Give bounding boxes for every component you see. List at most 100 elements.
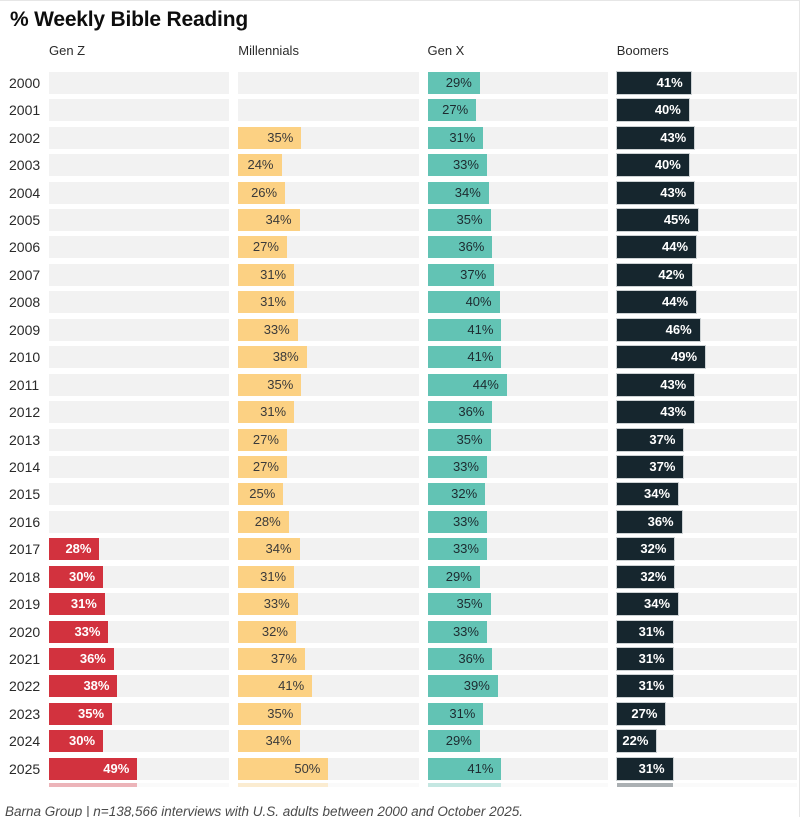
bar-value-label: 40% xyxy=(654,157,681,173)
bar: 45% xyxy=(616,209,698,232)
bar-value-label: 34% xyxy=(454,184,481,200)
bar-track: 33% xyxy=(238,318,419,341)
column-header-gen-x: Gen X xyxy=(427,43,465,59)
bar: 43% xyxy=(616,126,695,149)
column-headers: Gen Z Millennials Gen X Boomers xyxy=(0,43,799,59)
bar: 36% xyxy=(49,648,114,671)
bar-value-label: 31% xyxy=(638,623,665,639)
bar-track: 33% xyxy=(238,593,419,616)
bar: 31% xyxy=(238,291,295,314)
bar-track: 31% xyxy=(427,702,608,725)
bar: 43% xyxy=(616,181,695,204)
bar-track: 31% xyxy=(238,263,419,286)
bar: 37% xyxy=(616,428,684,451)
bar-track: 34% xyxy=(427,181,608,204)
bar: 35% xyxy=(238,702,302,725)
bar: 46% xyxy=(616,318,700,341)
bar-value-label: 34% xyxy=(644,596,671,612)
chart-row: 2000 29% 41% xyxy=(0,69,799,96)
bar: 29% xyxy=(427,730,480,753)
bar-track xyxy=(49,236,230,259)
bar: 40% xyxy=(616,154,689,177)
bar: 31% xyxy=(238,401,295,424)
bar-track: 41% xyxy=(238,675,419,698)
bar-track xyxy=(49,263,230,286)
bar-value-label: 37% xyxy=(649,431,676,447)
bar-value-label: 37% xyxy=(460,266,487,282)
bar: 33% xyxy=(427,538,487,561)
bar-track: 31% xyxy=(427,126,608,149)
bar-value-label: 40% xyxy=(465,294,492,310)
bar: 37% xyxy=(427,263,495,286)
bar-track: 30% xyxy=(49,730,230,753)
bar-value-label: 29% xyxy=(445,733,472,749)
bar: 44% xyxy=(616,291,697,314)
chart-row: 2024 30% 34% 29% 22% xyxy=(0,728,799,755)
bar-value-label: 33% xyxy=(263,321,290,337)
year-label: 2011 xyxy=(9,376,40,393)
bar-value-label: 41% xyxy=(467,760,494,776)
bar-track: 45% xyxy=(616,209,797,232)
bar: 27% xyxy=(238,455,287,478)
bar-track xyxy=(238,99,419,122)
bar: 50% xyxy=(238,757,329,780)
bar-value-label: 27% xyxy=(631,705,658,721)
bar: 36% xyxy=(427,236,493,259)
bar-track: 31% xyxy=(238,565,419,588)
bar-value-label: 32% xyxy=(640,541,667,557)
bar-value-label: 32% xyxy=(451,486,478,502)
bar-track: 43% xyxy=(616,126,797,149)
bar-value-label: 36% xyxy=(647,513,674,529)
bar: 31% xyxy=(427,126,484,149)
bar: 31% xyxy=(427,702,484,725)
bar-track: 41% xyxy=(427,318,608,341)
bar-track: 39% xyxy=(427,675,608,698)
bar-track: 36% xyxy=(49,648,230,671)
bar-value-label: 36% xyxy=(458,239,485,255)
bar-track: 31% xyxy=(616,648,797,671)
bar: 35% xyxy=(49,702,113,725)
bar-track: 34% xyxy=(616,593,797,616)
bar-track xyxy=(238,71,419,94)
year-label: 2018 xyxy=(9,568,41,585)
bar-track-fade xyxy=(238,782,419,787)
bar-value-label: 33% xyxy=(452,458,479,474)
bar: 34% xyxy=(616,593,679,616)
bar-track: 35% xyxy=(427,593,608,616)
year-label: 2017 xyxy=(9,541,41,558)
bar-track: 33% xyxy=(427,538,608,561)
bar-value-label: 30% xyxy=(69,733,96,749)
bar-value-label: 28% xyxy=(65,541,92,557)
bar-track: 38% xyxy=(49,675,230,698)
bar-value-label: 27% xyxy=(252,239,279,255)
chart-row: 2022 38% 41% 39% 31% xyxy=(0,673,799,700)
bar-value-label: 38% xyxy=(83,678,110,694)
bar: 27% xyxy=(238,428,287,451)
bar: 24% xyxy=(238,154,282,177)
bar: 41% xyxy=(616,71,691,94)
bar-track: 36% xyxy=(427,401,608,424)
bar: 41% xyxy=(238,675,313,698)
chart-row: 2016 28% 33% 36% xyxy=(0,508,799,535)
bar-track: 38% xyxy=(238,346,419,369)
bar: 25% xyxy=(238,483,284,506)
column-header-gen-z: Gen Z xyxy=(49,43,86,59)
bar: 34% xyxy=(238,730,300,753)
bar-track: 32% xyxy=(427,483,608,506)
bar-track: 50% xyxy=(238,757,419,780)
bar-value-label: 43% xyxy=(660,376,687,392)
chart-row: 2010 38% 41% 49% xyxy=(0,344,799,371)
bar-value-label: 41% xyxy=(278,678,305,694)
bar: 35% xyxy=(427,428,491,451)
year-label: 2012 xyxy=(9,404,41,421)
bar: 31% xyxy=(616,757,673,780)
bar-value-label: 33% xyxy=(452,541,479,557)
bar-track: 32% xyxy=(616,565,797,588)
bar-track: 31% xyxy=(616,757,797,780)
bar: 30% xyxy=(49,730,104,753)
bar-track: 36% xyxy=(427,236,608,259)
year-label: 2014 xyxy=(9,458,41,475)
bar-track: 41% xyxy=(427,757,608,780)
bar: 43% xyxy=(616,373,695,396)
bar-track: 22% xyxy=(616,730,797,753)
